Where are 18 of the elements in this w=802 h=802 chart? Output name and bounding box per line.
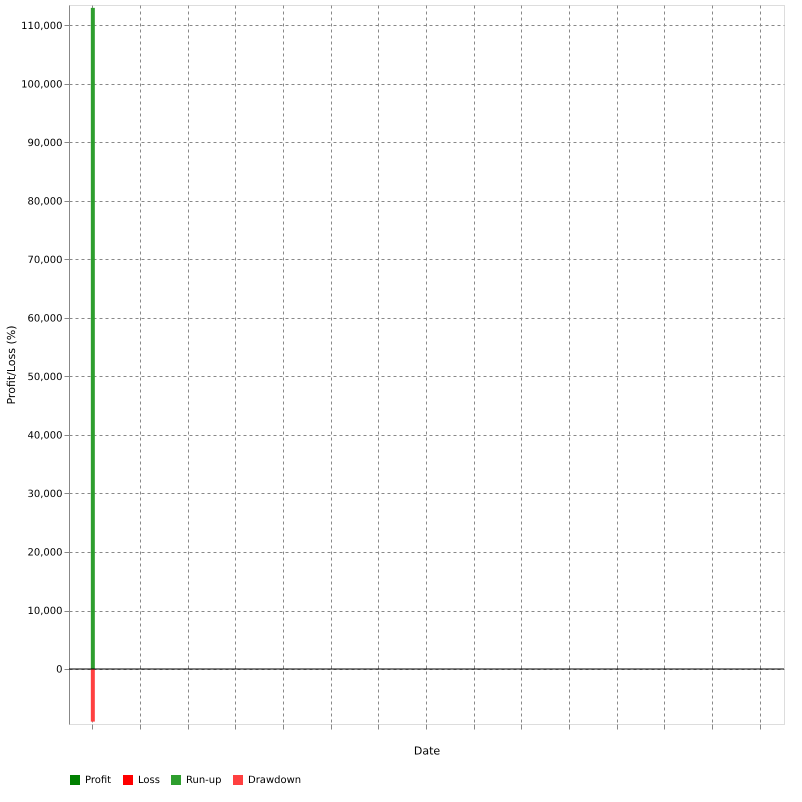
y-tick-label: 50,000 — [28, 372, 62, 383]
x-axis-title: Date — [414, 744, 440, 758]
y-tick-label: 30,000 — [28, 489, 62, 500]
y-axis-title: Profit/Loss (%) — [5, 325, 18, 405]
y-tick-label: 40,000 — [28, 430, 62, 442]
legend-label: Profit — [85, 775, 112, 786]
y-tick-label: 90,000 — [28, 138, 62, 149]
y-tick-label: 20,000 — [28, 548, 62, 558]
y-tick-label: 60,000 — [28, 313, 62, 324]
y-tick-label: 110,000 — [21, 20, 62, 32]
y-tick-label: 10,000 — [28, 606, 62, 618]
y-tick-label: 0 — [56, 664, 62, 676]
legend-label: Drawdown — [248, 775, 302, 786]
legend-label: Run-up — [186, 775, 222, 786]
legend-label: Loss — [138, 775, 160, 786]
y-tick-label: 70,000 — [28, 254, 62, 266]
y-tick-label: 100,000 — [21, 79, 62, 90]
y-tick-label: 80,000 — [28, 196, 62, 208]
